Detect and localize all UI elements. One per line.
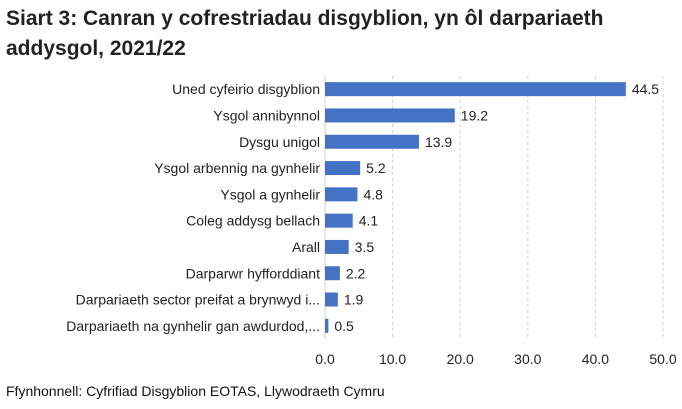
bar — [325, 108, 455, 123]
category-label: Dysgu unigol — [239, 134, 320, 150]
category-label: Uned cyfeirio disgyblion — [172, 81, 320, 97]
bar — [325, 239, 349, 254]
data-label: 5.2 — [366, 160, 386, 176]
category-label: Ysgol a gynhelir — [220, 186, 320, 202]
category-label: Coleg addysg bellach — [186, 213, 320, 229]
data-label: 19.2 — [461, 107, 488, 123]
bar — [325, 161, 361, 176]
bar — [325, 318, 329, 333]
x-tick-label: 20.0 — [447, 351, 474, 367]
bar — [325, 187, 358, 202]
data-label: 44.5 — [632, 81, 659, 97]
data-label: 4.1 — [359, 213, 379, 229]
bar — [325, 292, 338, 307]
x-tick-label: 40.0 — [582, 351, 609, 367]
data-label: 1.9 — [344, 292, 364, 308]
source-note: Ffynhonnell: Cyfrifiad Disgyblion EOTAS,… — [6, 383, 385, 399]
category-label: Darpariaeth sector preifat a brynwyd i..… — [76, 292, 320, 308]
data-label: 3.5 — [355, 239, 375, 255]
x-tick-label: 50.0 — [649, 351, 676, 367]
x-tick-label: 30.0 — [514, 351, 541, 367]
x-tick-label: 0.0 — [315, 351, 335, 367]
bar — [325, 134, 419, 149]
category-label: Darparwr hyfforddiant — [186, 265, 320, 281]
bar — [325, 213, 353, 228]
bar — [325, 266, 340, 281]
category-label: Ysgol annibynnol — [213, 107, 320, 123]
data-label: 0.5 — [334, 318, 354, 334]
category-label: Ysgol arbennig na gynhelir — [154, 160, 320, 176]
data-label: 4.8 — [363, 186, 383, 202]
category-label: Arall — [292, 239, 320, 255]
bar — [325, 82, 626, 97]
chart-title: Siart 3: Canran y cofrestriadau disgybli… — [6, 7, 604, 60]
x-tick-label: 10.0 — [379, 351, 406, 367]
data-label: 2.2 — [346, 265, 366, 281]
data-label: 13.9 — [425, 134, 452, 150]
category-label: Darpariaeth na gynhelir gan awdurdod,... — [66, 318, 320, 334]
